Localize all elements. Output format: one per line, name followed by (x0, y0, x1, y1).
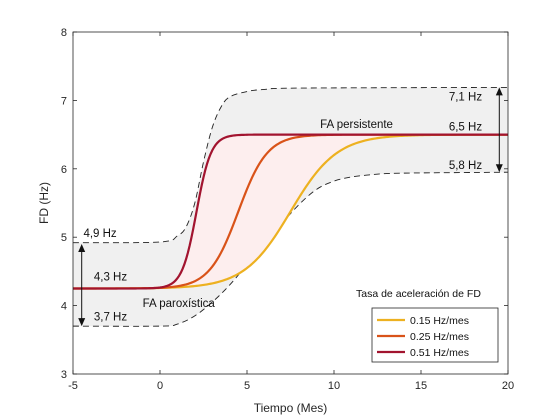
arrow-head-up (495, 87, 503, 96)
annotation-label: 3,7 Hz (94, 312, 127, 324)
annotation-label: 6,5 Hz (449, 121, 482, 133)
legend-entry: 0.15 Hz/mes (410, 315, 469, 327)
legend-entry: 0.25 Hz/mes (410, 331, 469, 343)
legend-entry: 0.51 Hz/mes (410, 347, 469, 359)
x-tick-label: -5 (68, 380, 78, 392)
arrow-head-up (78, 244, 86, 253)
y-tick-label: 5 (61, 232, 67, 244)
y-tick-label: 7 (61, 95, 67, 107)
axis-ticks: -5 0 5 10 15 20 3 4 5 6 7 8 (61, 27, 514, 392)
y-tick-label: 8 (61, 27, 67, 39)
axes-box (72, 31, 509, 375)
annotation-label: 4,3 Hz (94, 271, 127, 283)
x-tick-label: 15 (415, 380, 427, 392)
plot-area (72, 86, 509, 327)
y-axis-label: FD (Hz) (37, 182, 51, 224)
y-tick-label: 4 (61, 301, 67, 313)
y-tick-label: 6 (61, 164, 67, 176)
x-tick-label: 10 (328, 380, 340, 392)
annotation-label: FA persistente (320, 119, 393, 131)
legend-title: Tasa de aceleración de FD (356, 288, 481, 300)
annotation-label: 5,8 Hz (449, 160, 482, 172)
legend: Tasa de aceleración de FD 0.15 Hz/mes 0.2… (356, 288, 499, 363)
annotation-label: 7,1 Hz (449, 91, 482, 103)
y-tick-label: 3 (61, 369, 67, 381)
annotations: 4,9 Hz 4,3 Hz 3,7 Hz FA paroxística FA persi… (78, 87, 503, 327)
band-upper-boundary (72, 86, 509, 244)
arrow-head-down (495, 164, 503, 173)
arrow-head-down (78, 318, 86, 327)
x-tick-label: 0 (157, 380, 163, 392)
x-tick-label: 20 (502, 380, 514, 392)
annotation-label: 4,9 Hz (83, 228, 116, 240)
annotation-label: FA paroxística (143, 298, 216, 310)
x-axis-label: Tiempo (Mes) (254, 401, 328, 415)
x-tick-label: 5 (244, 380, 250, 392)
series-line-3 (73, 133, 508, 290)
